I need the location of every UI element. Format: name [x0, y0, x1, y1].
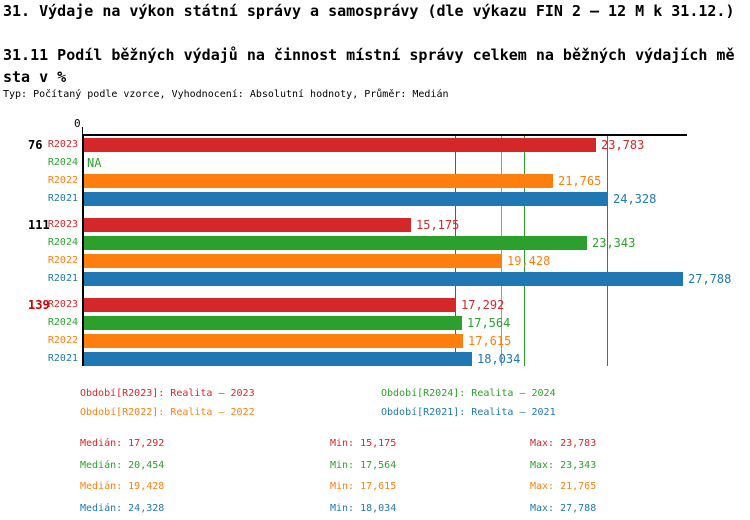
- bar-value-label: NA: [87, 156, 102, 170]
- series-label: R2024: [47, 157, 78, 168]
- stat-min-R2021: Min: 18,034: [330, 503, 397, 514]
- series-label: R2023: [47, 299, 78, 310]
- stat-max-R2024: Max: 23,343: [530, 460, 597, 471]
- bar-value-label: 23,343: [592, 236, 636, 250]
- bar-R2022: [84, 254, 502, 268]
- legend-item-R2023: Období[R2023]: Realita – 2023: [80, 388, 255, 399]
- series-label: R2024: [47, 237, 78, 248]
- bar-R2022: [84, 174, 553, 188]
- bar-value-label: 17,615: [468, 334, 512, 348]
- stat-median-R2024: Medián: 20,454: [80, 460, 165, 471]
- series-label: R2022: [47, 335, 78, 346]
- x-axis-zero-tick: [82, 127, 83, 134]
- bar-value-label: 17,564: [467, 316, 511, 330]
- bar-R2023: [84, 218, 411, 232]
- stat-min-R2024: Min: 17,564: [330, 460, 397, 471]
- report-subtitle: 31.11 Podíl běžných výdajů na činnost mí…: [3, 46, 735, 86]
- bar-value-label: 15,175: [416, 218, 460, 232]
- legend-item-R2024: Období[R2024]: Realita – 2024: [381, 388, 556, 399]
- bar-value-label: 27,788: [688, 272, 732, 286]
- x-axis-line: [82, 134, 687, 136]
- bar-R2021: [84, 272, 683, 286]
- series-label: R2023: [47, 219, 78, 230]
- bar-R2024: [84, 316, 462, 330]
- stat-max-R2021: Max: 27,788: [530, 503, 597, 514]
- x-axis-zero-label: 0: [74, 117, 81, 130]
- median-line-R2023: [455, 136, 456, 366]
- median-line-R2024: [524, 136, 525, 366]
- bar-value-label: 24,328: [613, 192, 657, 206]
- stat-median-R2023: Medián: 17,292: [80, 438, 165, 449]
- bar-value-label: 17,292: [461, 298, 505, 312]
- median-line-R2022: [501, 136, 502, 366]
- bar-R2022: [84, 334, 463, 348]
- report-title: 31. Výdaje na výkon státní správy a samo…: [3, 2, 735, 20]
- legend-item-R2021: Období[R2021]: Realita – 2021: [381, 407, 556, 418]
- stat-median-R2022: Medián: 19,428: [80, 481, 165, 492]
- stat-max-R2023: Max: 23,783: [530, 438, 597, 449]
- bar-value-label: 19,428: [507, 254, 551, 268]
- series-label: R2021: [47, 353, 78, 364]
- bar-value-label: 18,034: [477, 352, 521, 366]
- bar-value-label: 23,783: [601, 138, 645, 152]
- series-label: R2023: [47, 139, 78, 150]
- series-label: R2021: [47, 273, 78, 284]
- stat-min-R2023: Min: 15,175: [330, 438, 397, 449]
- group-label: 76: [28, 138, 43, 152]
- bar-R2024: [84, 236, 587, 250]
- legend-item-R2022: Období[R2022]: Realita – 2022: [80, 407, 255, 418]
- stat-max-R2022: Max: 21,765: [530, 481, 597, 492]
- stat-min-R2022: Min: 17,615: [330, 481, 397, 492]
- report-meta-line: Typ: Počítaný podle vzorce, Vyhodnocení:…: [3, 89, 449, 100]
- series-label: R2024: [47, 317, 78, 328]
- bar-value-label: 21,765: [558, 174, 602, 188]
- series-label: R2022: [47, 255, 78, 266]
- series-label: R2021: [47, 193, 78, 204]
- bar-R2021: [84, 192, 608, 206]
- bar-R2023: [84, 298, 456, 312]
- group-label: 139: [28, 298, 50, 312]
- bar-R2021: [84, 352, 472, 366]
- stat-median-R2021: Medián: 24,328: [80, 503, 165, 514]
- series-label: R2022: [47, 175, 78, 186]
- y-axis-line: [82, 134, 84, 366]
- group-label: 111: [28, 218, 50, 232]
- bar-R2023: [84, 138, 596, 152]
- median-line-R2021: [607, 136, 608, 366]
